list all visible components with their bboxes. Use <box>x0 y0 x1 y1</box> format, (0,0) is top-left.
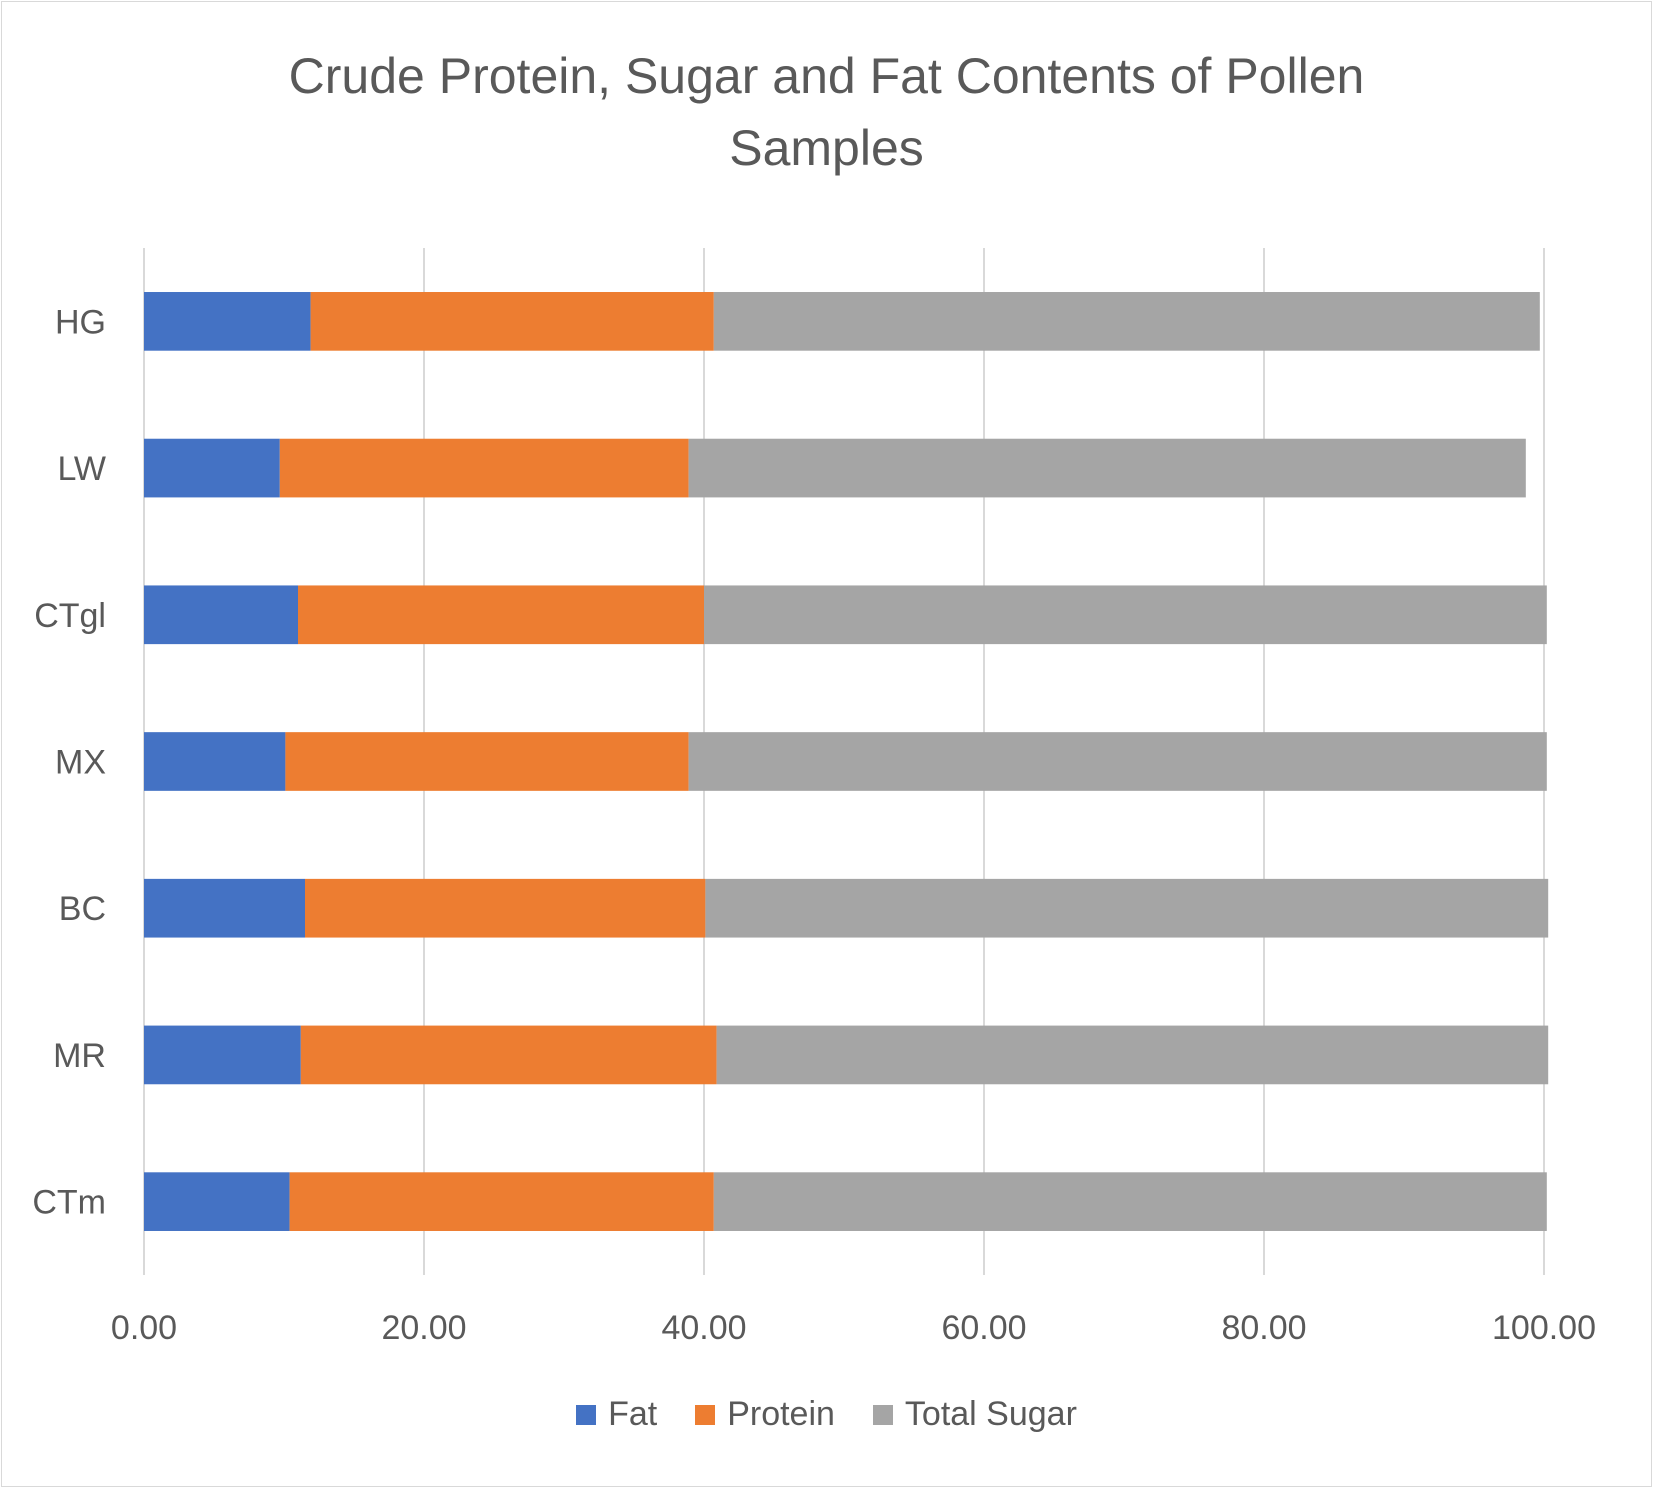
bar-protein-bc <box>305 878 706 938</box>
legend-label: Total Sugar <box>904 1395 1077 1433</box>
x-axis-tick-labels: 0.00 20.00 40.00 60.00 80.00 100.00 <box>111 1309 1596 1347</box>
bar-fat-mx <box>144 732 286 791</box>
bars <box>144 292 1549 1231</box>
bar-total-sugar-ctgl <box>704 585 1547 645</box>
bar-protein-hg <box>310 292 714 351</box>
legend-item: Fat <box>576 1395 657 1434</box>
bar-protein-mx <box>285 732 689 791</box>
bar-total-sugar-hg <box>713 292 1540 351</box>
legend-label: Fat <box>608 1395 658 1433</box>
category-label: MR <box>53 1037 106 1075</box>
x-tick-label: 100.00 <box>1492 1309 1596 1347</box>
bar-total-sugar-bc <box>705 878 1549 938</box>
x-tick-label: 80.00 <box>1221 1309 1306 1347</box>
bar-protein-ctm <box>289 1172 714 1231</box>
bar-fat-ctm <box>144 1172 290 1231</box>
bar-fat-mr <box>144 1025 301 1085</box>
category-label: CTgl <box>34 597 106 635</box>
legend-item: Total Sugar <box>872 1395 1077 1434</box>
bar-total-sugar-mr <box>716 1025 1549 1085</box>
legend-item: Protein <box>695 1395 835 1434</box>
bar-protein-mr <box>300 1025 717 1085</box>
bar-fat-ctgl <box>144 585 298 645</box>
category-label: BC <box>59 890 106 928</box>
legend-swatch <box>576 1404 597 1425</box>
bar-total-sugar-mx <box>688 732 1547 791</box>
legend: Fat Protein Total Sugar <box>0 1395 1653 1434</box>
category-label: MX <box>55 744 106 782</box>
y-axis-category-labels: CTm MR BC MX CTgl LW HG <box>32 303 106 1221</box>
legend-label: Protein <box>727 1395 835 1433</box>
x-tick-label: 0.00 <box>111 1309 177 1347</box>
category-label: CTm <box>32 1184 106 1222</box>
bar-total-sugar-lw <box>688 438 1526 498</box>
legend-swatch <box>872 1404 893 1425</box>
bar-total-sugar-ctm <box>713 1172 1547 1231</box>
bar-fat-hg <box>144 292 311 351</box>
chart-title: Crude Protein, Sugar and Fat Contents of… <box>288 48 1365 176</box>
category-label: HG <box>55 303 106 341</box>
legend-swatch <box>695 1404 716 1425</box>
x-tick-label: 20.00 <box>381 1309 466 1347</box>
category-label: LW <box>58 450 106 488</box>
bar-protein-lw <box>279 438 689 498</box>
plot-area: 0.00 20.00 40.00 60.00 80.00 100.00 CTm MR BC MX… <box>32 248 1596 1347</box>
x-tick-label: 40.00 <box>661 1309 746 1347</box>
bar-protein-ctgl <box>298 585 704 645</box>
bar-fat-lw <box>144 438 280 498</box>
bar-fat-bc <box>144 878 305 938</box>
x-tick-label: 60.00 <box>941 1309 1026 1347</box>
